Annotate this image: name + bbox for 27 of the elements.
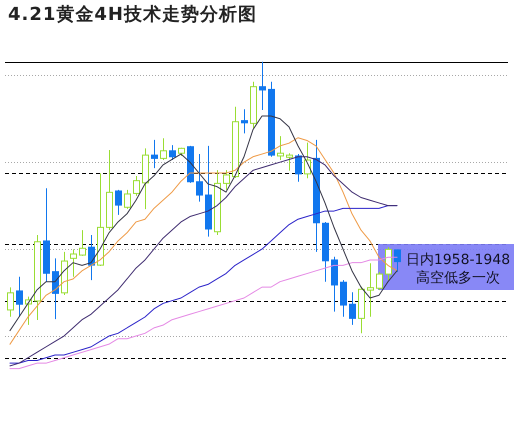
candlestick bbox=[7, 286, 14, 318]
candlestick bbox=[16, 276, 23, 318]
candlestick bbox=[52, 258, 59, 320]
candlestick bbox=[196, 154, 203, 202]
candlestick bbox=[241, 108, 248, 134]
candlestick bbox=[367, 262, 374, 318]
candlestick bbox=[286, 152, 293, 172]
candlestick bbox=[124, 189, 131, 210]
candlestick bbox=[88, 234, 95, 281]
candlestick bbox=[151, 139, 158, 169]
candlestick bbox=[133, 176, 140, 196]
candlestick bbox=[349, 292, 356, 326]
candlestick bbox=[376, 271, 383, 291]
candlestick bbox=[277, 136, 284, 161]
candlestick bbox=[79, 230, 86, 256]
candlestick bbox=[115, 189, 122, 216]
text: 日内1958-1948 高空低多一次 bbox=[406, 252, 510, 286]
candlestick bbox=[223, 170, 230, 190]
candlestick bbox=[160, 138, 167, 161]
candlestick bbox=[169, 144, 176, 161]
candlestick bbox=[259, 61, 266, 111]
chart-title: 4.21黄金4H技术走势分析图 bbox=[8, 4, 257, 25]
candlestick bbox=[295, 154, 302, 182]
candlestick bbox=[304, 142, 311, 179]
candlestick bbox=[70, 248, 77, 278]
candlestick bbox=[340, 280, 347, 318]
candlestick bbox=[394, 248, 401, 272]
